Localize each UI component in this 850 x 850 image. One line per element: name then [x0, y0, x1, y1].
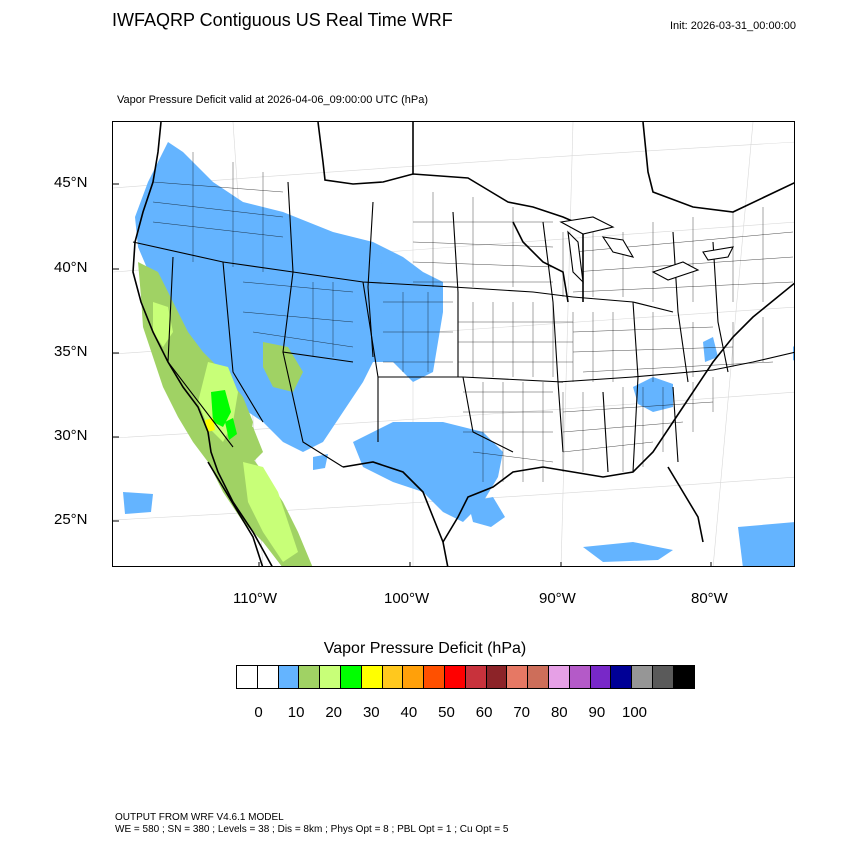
colorbar-label: 50 [438, 704, 455, 721]
vpd-shading-green [211, 390, 237, 440]
colorbar-swatch [402, 665, 425, 689]
colorbar-swatch [277, 665, 300, 689]
colorbar-swatch [527, 665, 549, 689]
colorbar-swatch [464, 665, 487, 689]
colorbar-label: 10 [287, 704, 305, 721]
lat-label-40: 40°N [54, 259, 88, 276]
great-lakes [559, 216, 734, 284]
lat-label-45: 45°N [54, 174, 88, 191]
colorbar-label: 30 [362, 704, 380, 721]
footer-model-line: OUTPUT FROM WRF V4.6.1 MODEL [115, 812, 284, 823]
colorbar-label: 90 [588, 704, 606, 721]
colorbar-swatch [589, 665, 612, 689]
colorbar-swatch [568, 665, 591, 689]
county-lines [152, 152, 794, 482]
footer-config-line: WE = 580 ; SN = 380 ; Levels = 38 ; Dis … [115, 824, 509, 835]
lon-label-100w: 100°W [384, 590, 430, 607]
colorbar-swatch [423, 665, 445, 689]
colorbar-swatch [339, 665, 362, 689]
lon-label-90w: 90°W [539, 590, 576, 607]
init-time-label: Init: 2026-03-31_00:00:00 [670, 20, 796, 32]
lat-tick-marks [113, 183, 119, 522]
colorbar-label: 70 [513, 704, 531, 721]
colorbar-swatch [672, 665, 695, 689]
colorbar-swatch [256, 665, 279, 689]
colorbar-swatch [485, 665, 508, 689]
colorbar-swatch [236, 665, 258, 689]
colorbar-swatch [610, 665, 633, 689]
lon-label-110w: 110°W [233, 590, 278, 607]
colorbar-swatch [547, 665, 570, 689]
vpd-shading-blue [123, 142, 794, 566]
colorbar-label: 20 [325, 704, 343, 721]
colorbar-title: Vapor Pressure Deficit (hPa) [323, 640, 527, 657]
colorbar-label: 100 [621, 704, 648, 721]
map-panel [112, 121, 795, 567]
colorbar-label: 60 [475, 704, 493, 721]
colorbar-swatch [298, 665, 321, 689]
colorbar-label: 40 [400, 704, 418, 721]
vpd-map [113, 122, 794, 566]
colorbar-swatch [651, 665, 674, 689]
lon-label-80w: 80°W [691, 590, 728, 607]
page-title: IWFAQRP Contiguous US Real Time WRF [112, 10, 453, 30]
colorbar-swatch [506, 665, 529, 689]
colorbar-swatch [631, 665, 653, 689]
colorbar-label: 0 [254, 704, 263, 721]
lon-tick-marks [258, 562, 712, 566]
map-subtitle: Vapor Pressure Deficit valid at 2026-04-… [117, 94, 429, 106]
vpd-shading-yellow [205, 418, 215, 432]
lat-label-35: 35°N [54, 343, 88, 360]
colorbar [236, 665, 695, 689]
colorbar-swatch [360, 665, 383, 689]
lat-label-30: 30°N [54, 427, 88, 444]
colorbar-swatch [319, 665, 341, 689]
colorbar-swatch [381, 665, 404, 689]
colorbar-label: 80 [550, 704, 568, 721]
lat-label-25: 25°N [54, 511, 88, 528]
colorbar-swatch [443, 665, 466, 689]
